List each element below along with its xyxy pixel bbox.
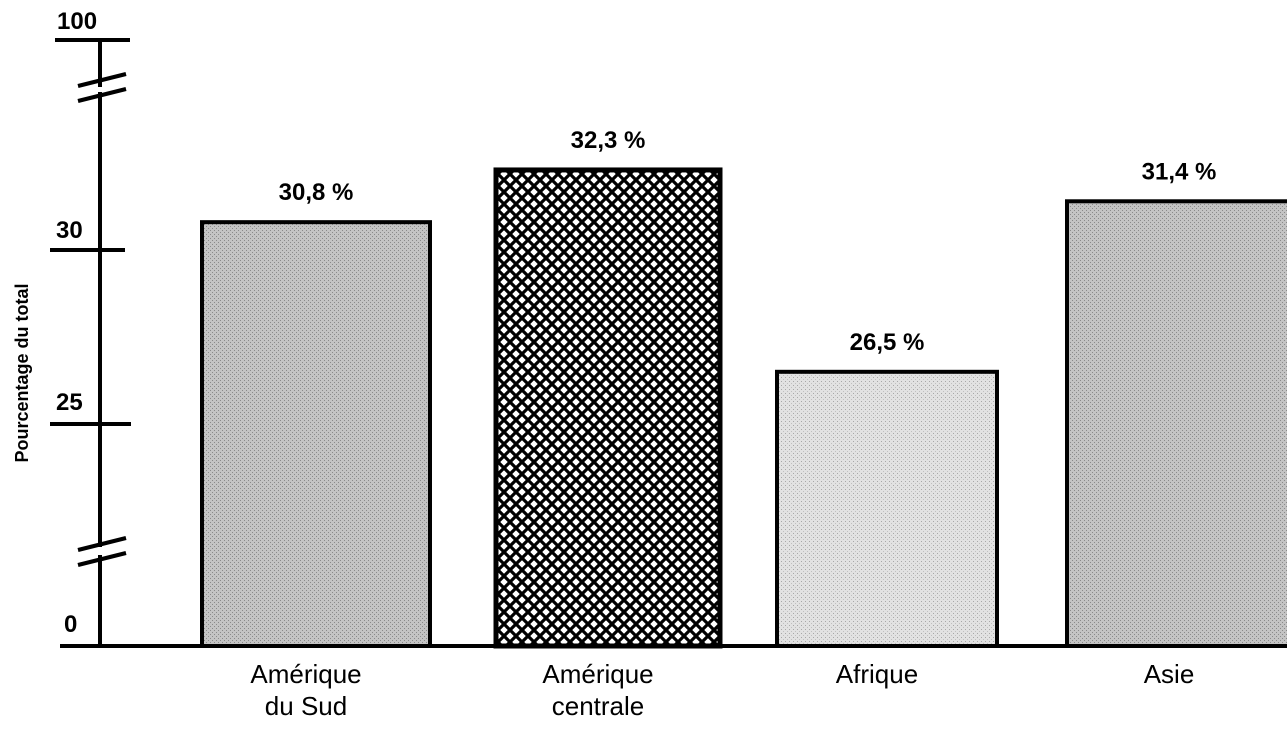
value-label-0: 30,8 % [279,179,354,206]
tick-label-0: 0 [64,611,77,638]
value-label-1: 32,3 % [571,127,646,154]
bar-0 [200,220,432,648]
category-label-2-line-0: Afrique [836,659,918,689]
bar-3 [1065,199,1287,648]
tick-label-25: 25 [56,389,83,416]
category-label-1-line-0: Amérique [542,659,653,689]
tick-label-30: 30 [56,217,83,244]
y-axis-title: Pourcentage du total [12,283,32,462]
bars [200,167,1287,649]
category-label-3-line-0: Asie [1144,659,1195,689]
value-label-3: 31,4 % [1142,158,1217,185]
bar-1 [493,167,723,649]
axis-break-lower-a [77,536,127,552]
category-label-0-line-0: Amérique [250,659,361,689]
value-labels: 30,8 % 32,3 % 26,5 % 31,4 % [279,127,1217,356]
bar-2 [775,369,999,648]
category-label-0-line-1: du Sud [265,691,347,721]
tick-label-100: 100 [57,8,97,35]
y-axis: 100 30 25 0 Pourcentage du total [12,8,131,646]
axis-break-upper-b [77,87,127,103]
axis-break-lower-b [77,551,127,567]
category-label-1-line-1: centrale [552,691,645,721]
value-label-2: 26,5 % [850,329,925,356]
axis-break-upper-a [77,72,127,88]
